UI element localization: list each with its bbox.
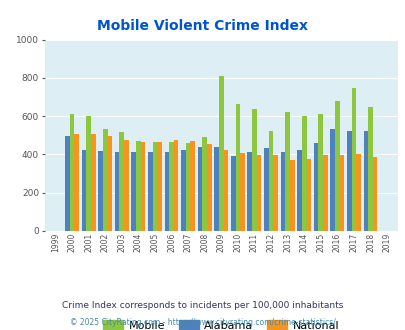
Bar bbox=[268, 130, 273, 231]
Bar bbox=[102, 129, 107, 231]
Bar bbox=[306, 159, 310, 231]
Bar bbox=[263, 148, 268, 231]
Bar bbox=[256, 155, 261, 231]
Bar bbox=[252, 109, 256, 231]
Bar bbox=[86, 116, 91, 231]
Bar bbox=[147, 151, 152, 231]
Bar bbox=[164, 151, 169, 231]
Bar bbox=[346, 131, 351, 231]
Text: Mobile Violent Crime Index: Mobile Violent Crime Index bbox=[97, 19, 308, 33]
Bar bbox=[240, 153, 244, 231]
Text: Crime Index corresponds to incidents per 100,000 inhabitants: Crime Index corresponds to incidents per… bbox=[62, 301, 343, 310]
Bar bbox=[119, 132, 124, 231]
Bar bbox=[230, 156, 235, 231]
Bar bbox=[98, 150, 102, 231]
Bar bbox=[351, 88, 355, 231]
Bar bbox=[136, 141, 140, 231]
Bar bbox=[197, 147, 202, 231]
Bar bbox=[65, 136, 70, 231]
Bar bbox=[124, 140, 128, 231]
Bar bbox=[173, 140, 178, 231]
Bar bbox=[235, 104, 240, 231]
Bar bbox=[202, 137, 207, 231]
Bar bbox=[339, 155, 343, 231]
Bar bbox=[313, 143, 318, 231]
Bar bbox=[330, 129, 334, 231]
Bar bbox=[91, 134, 95, 231]
Bar bbox=[169, 142, 173, 231]
Bar bbox=[355, 154, 360, 231]
Legend: Mobile, Alabama, National: Mobile, Alabama, National bbox=[100, 317, 341, 330]
Bar bbox=[301, 116, 306, 231]
Bar bbox=[318, 114, 322, 231]
Bar bbox=[131, 151, 136, 231]
Bar bbox=[362, 131, 367, 231]
Bar bbox=[185, 143, 190, 231]
Bar bbox=[273, 155, 277, 231]
Bar bbox=[74, 134, 79, 231]
Bar bbox=[107, 136, 112, 231]
Bar bbox=[334, 101, 339, 231]
Bar bbox=[157, 142, 162, 231]
Bar bbox=[285, 112, 289, 231]
Bar bbox=[181, 150, 185, 231]
Bar bbox=[81, 150, 86, 231]
Bar bbox=[214, 147, 218, 231]
Bar bbox=[152, 142, 157, 231]
Bar bbox=[367, 107, 372, 231]
Bar bbox=[296, 150, 301, 231]
Bar bbox=[247, 151, 252, 231]
Bar bbox=[207, 144, 211, 231]
Bar bbox=[322, 155, 327, 231]
Bar bbox=[190, 141, 194, 231]
Bar bbox=[223, 150, 228, 231]
Bar bbox=[70, 114, 74, 231]
Bar bbox=[280, 151, 285, 231]
Bar bbox=[372, 157, 377, 231]
Text: © 2025 CityRating.com - https://www.cityrating.com/crime-statistics/: © 2025 CityRating.com - https://www.city… bbox=[70, 318, 335, 327]
Bar bbox=[115, 151, 119, 231]
Bar bbox=[218, 76, 223, 231]
Bar bbox=[140, 142, 145, 231]
Bar bbox=[289, 160, 294, 231]
